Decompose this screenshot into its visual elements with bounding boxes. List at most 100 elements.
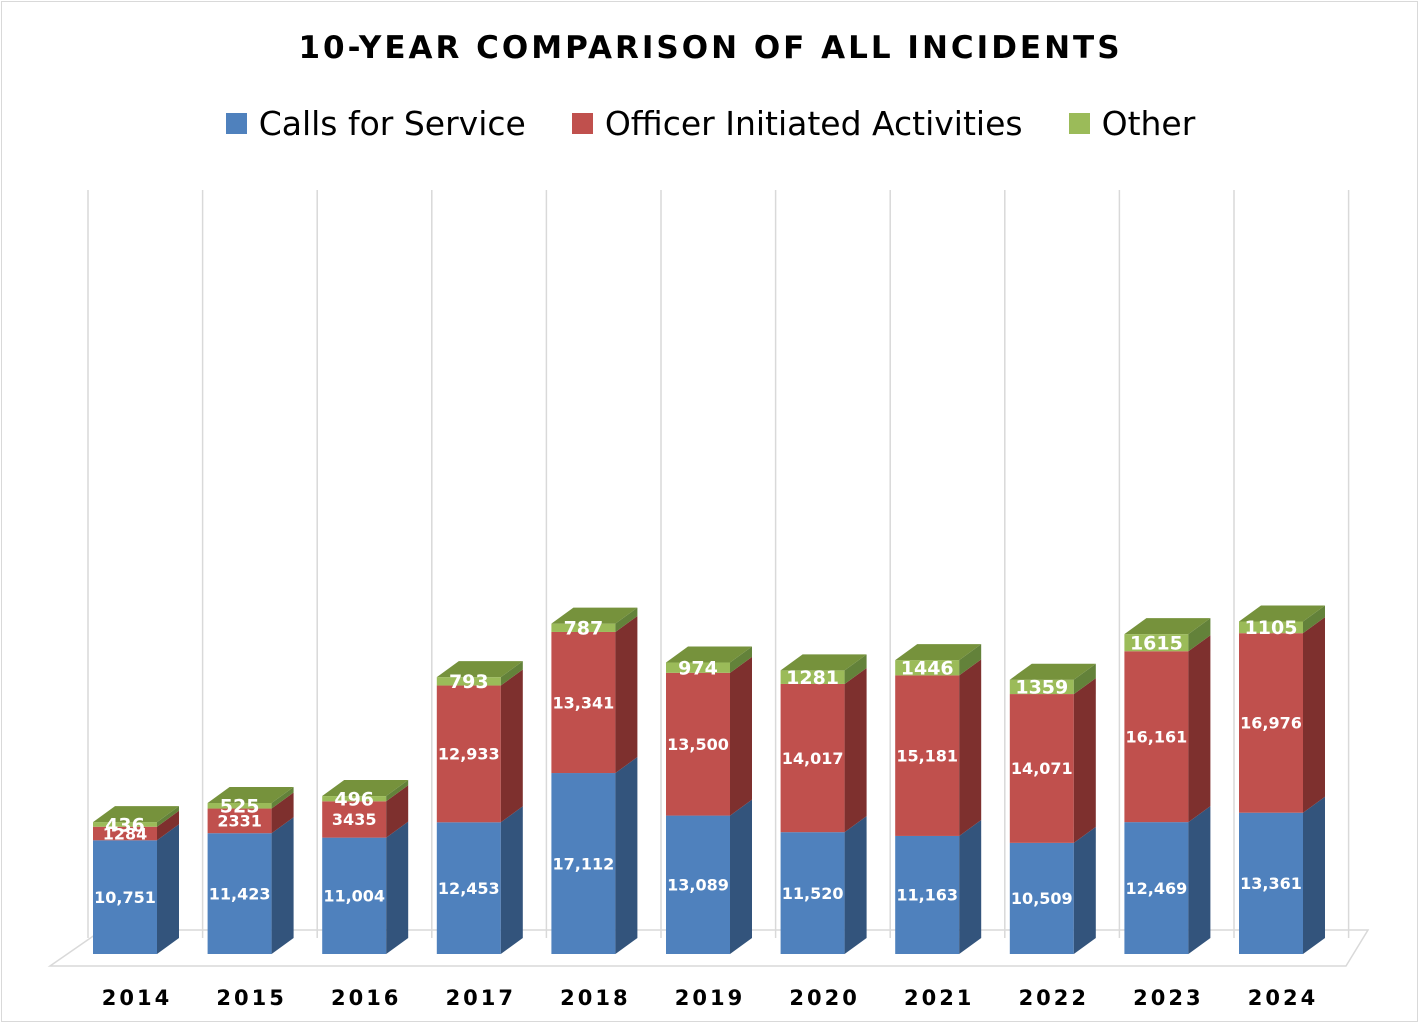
data-label-calls-for-service-2016: 11,004	[323, 887, 385, 906]
legend-label-officer: Officer Initiated Activities	[604, 104, 1023, 143]
bar-side-calls-for-service-2020	[844, 816, 867, 954]
bar-calls-for-service-2014	[93, 840, 157, 954]
data-label-calls-for-service-2023: 12,469	[1126, 879, 1188, 898]
data-label-calls-for-service-2018: 17,112	[553, 854, 615, 873]
data-label-other-2018: 787	[564, 618, 604, 640]
chart-title: 10-YEAR COMPARISON OF ALL INCIDENTS	[298, 30, 1123, 66]
bar-side-calls-for-service-2019	[730, 799, 752, 954]
data-label-calls-for-service-2014: 10,751	[94, 888, 156, 907]
bar-side-other-2019	[730, 646, 752, 673]
bar-calls-for-service-2017	[436, 822, 501, 954]
bar-calls-for-service-2020	[780, 832, 845, 954]
bar-other-2023	[1124, 634, 1189, 652]
data-label-other-2015: 525	[220, 796, 260, 818]
bar-side-calls-for-service-2018	[615, 757, 638, 954]
x-tick-label-2017: 2017	[446, 986, 516, 1010]
x-tick-label-2016: 2016	[331, 986, 401, 1010]
bar-calls-for-service-2023	[1124, 822, 1189, 954]
data-label-calls-for-service-2022: 10,509	[1011, 889, 1073, 908]
bar-officer-initiated-2019	[666, 672, 730, 816]
bar-side-other-2014	[157, 806, 179, 827]
bar-officer-initiated-2017	[436, 685, 501, 823]
data-label-other-2021: 1446	[901, 658, 954, 680]
bar-top-other-2023	[1124, 618, 1211, 635]
x-tick-label-2024: 2024	[1248, 986, 1318, 1010]
data-label-calls-for-service-2021: 11,163	[896, 886, 958, 905]
bar-side-calls-for-service-2015	[271, 817, 294, 954]
bar-side-other-2021	[959, 644, 982, 676]
legend-swatch-other	[1068, 113, 1090, 134]
bar-top-other-2018	[551, 607, 638, 624]
data-label-officer-initiated-2020: 14,017	[782, 749, 844, 768]
bar-side-other-2018	[615, 607, 638, 632]
data-label-officer-initiated-2015: 2331	[217, 812, 262, 831]
data-label-other-2024: 1105	[1245, 617, 1298, 639]
bar-side-calls-for-service-2017	[500, 806, 523, 954]
bar-other-2015	[207, 802, 272, 809]
legend-item-officer: Officer Initiated Activities	[571, 104, 1023, 143]
bar-top-other-2020	[780, 654, 867, 671]
bar-officer-initiated-2016	[322, 801, 387, 838]
bar-other-2016	[322, 796, 387, 802]
bar-side-calls-for-service-2024	[1303, 796, 1325, 954]
bar-top-other-2016	[322, 780, 409, 797]
data-label-officer-initiated-2016: 3435	[332, 810, 377, 829]
legend-label-other: Other	[1101, 104, 1196, 143]
data-label-officer-initiated-2018: 13,341	[553, 693, 615, 712]
bar-side-officer-initiated-2017	[500, 669, 523, 823]
data-label-officer-initiated-2021: 15,181	[896, 746, 958, 765]
bar-side-officer-initiated-2023	[1188, 635, 1211, 823]
bar-calls-for-service-2016	[322, 837, 387, 954]
bar-side-officer-initiated-2016	[386, 785, 409, 838]
bar-top-other-2014	[93, 806, 179, 823]
bar-other-2019	[666, 662, 730, 673]
x-tick-label-2020: 2020	[789, 986, 859, 1010]
chart-floor	[47, 929, 1370, 967]
bar-other-2014	[93, 822, 157, 827]
x-tick-label-2018: 2018	[560, 986, 630, 1010]
bar-officer-initiated-2022	[1009, 694, 1074, 843]
data-label-other-2014: 436	[105, 814, 145, 836]
bar-side-other-2017	[500, 661, 523, 686]
bar-calls-for-service-2019	[666, 815, 730, 954]
bar-officer-initiated-2024	[1239, 633, 1303, 813]
bar-side-calls-for-service-2022	[1073, 826, 1096, 954]
bar-side-other-2016	[386, 780, 409, 802]
bar-officer-initiated-2020	[780, 683, 845, 833]
bar-other-2018	[551, 623, 616, 632]
data-label-calls-for-service-2015: 11,423	[209, 884, 271, 903]
bar-side-other-2015	[271, 786, 294, 809]
bar-other-2017	[436, 677, 501, 686]
legend-swatch-calls	[225, 113, 247, 134]
bar-side-other-2023	[1188, 618, 1211, 652]
bar-side-other-2024	[1303, 605, 1325, 634]
bar-side-officer-initiated-2019	[730, 656, 752, 816]
data-label-officer-initiated-2024: 16,976	[1240, 714, 1302, 733]
bar-officer-initiated-2015	[207, 808, 272, 834]
data-label-officer-initiated-2017: 12,933	[438, 745, 500, 764]
x-tick-label-2022: 2022	[1019, 986, 1089, 1010]
chart-legend: Calls for Service Officer Initiated Acti…	[0, 104, 1421, 143]
x-tick-label-2019: 2019	[675, 986, 745, 1010]
bar-side-calls-for-service-2021	[959, 819, 982, 954]
bar-calls-for-service-2015	[207, 833, 272, 954]
bar-calls-for-service-2024	[1239, 812, 1303, 954]
data-label-officer-initiated-2023: 16,161	[1126, 727, 1188, 746]
bar-other-2024	[1239, 621, 1303, 634]
bar-top-other-2024	[1239, 605, 1325, 622]
bar-side-officer-initiated-2020	[844, 667, 867, 833]
bar-top-other-2017	[436, 661, 523, 678]
data-label-calls-for-service-2017: 12,453	[438, 879, 500, 898]
data-label-other-2017: 793	[449, 671, 489, 693]
bar-top-other-2021	[895, 644, 982, 661]
legend-label-calls: Calls for Service	[258, 104, 526, 143]
x-tick-label-2015: 2015	[216, 986, 286, 1010]
bar-calls-for-service-2022	[1009, 842, 1074, 954]
data-label-other-2022: 1359	[1015, 677, 1068, 699]
data-label-calls-for-service-2024: 13,361	[1240, 874, 1302, 893]
bar-calls-for-service-2021	[895, 835, 960, 954]
bar-side-officer-initiated-2024	[1303, 617, 1325, 813]
bar-side-officer-initiated-2015	[271, 792, 294, 834]
bar-side-other-2022	[1073, 663, 1096, 695]
